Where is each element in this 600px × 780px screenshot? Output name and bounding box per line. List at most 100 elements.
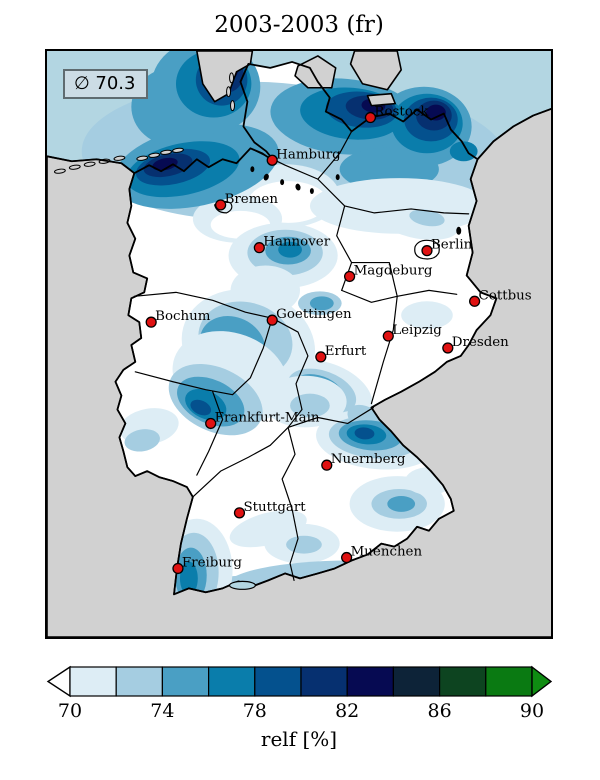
colorbar-segment xyxy=(300,666,348,697)
city-nuernberg: Nuernberg xyxy=(321,452,406,471)
contour-blob xyxy=(449,141,478,162)
city-marker xyxy=(469,295,481,307)
city-frankfurt-main: Frankfurt-Main xyxy=(205,410,320,430)
city-hamburg: Hamburg xyxy=(266,147,341,166)
dutch-coastline xyxy=(47,155,136,175)
wadden-islands xyxy=(53,72,236,174)
contour-blob xyxy=(278,241,302,258)
lakes xyxy=(228,166,462,590)
city-label: Bochum xyxy=(155,309,211,324)
island xyxy=(226,86,232,98)
colorbar-tick-82: 82 xyxy=(335,700,360,722)
colorbar-segment xyxy=(208,666,256,697)
city-label: Bremen xyxy=(225,192,279,207)
city-berlin: Berlin xyxy=(421,238,473,257)
contour-blob xyxy=(354,427,375,440)
city-marker xyxy=(266,314,278,326)
city-label: Dresden xyxy=(452,335,509,350)
city-marker xyxy=(341,551,353,564)
city-bremen: Bremen xyxy=(215,192,279,211)
colorbar-segment xyxy=(439,666,487,697)
city-erfurt: Erfurt xyxy=(315,344,367,363)
colorbar-under-arrow xyxy=(46,665,71,698)
state-boundaries xyxy=(133,130,470,581)
contour-blob xyxy=(190,399,212,416)
colorbar-axis-label: relf [%] xyxy=(260,727,338,751)
city-label: Nuernberg xyxy=(331,452,406,467)
colorbar-tick-labels: 70 74 78 82 86 90 xyxy=(45,700,553,726)
colorbar-segments xyxy=(46,665,553,698)
city-marker xyxy=(343,270,356,283)
city-marker xyxy=(266,154,278,166)
colorbar-tick-70: 70 xyxy=(57,700,83,722)
city-label: Hamburg xyxy=(276,147,341,162)
city-marker xyxy=(205,417,217,430)
colorbar-segment xyxy=(485,666,533,697)
map-axes: Rostock Hamburg Bremen Hannover Berlin Magdeb… xyxy=(45,49,553,639)
island xyxy=(229,72,235,84)
city-label: Freiburg xyxy=(182,555,242,570)
city-marker xyxy=(215,199,227,211)
island xyxy=(136,155,149,161)
colorbar-segment xyxy=(161,666,210,697)
colorbar-over-arrow xyxy=(531,665,553,698)
city-marker xyxy=(421,245,433,257)
city-label: Stuttgart xyxy=(243,500,306,515)
city-magdeburg: Magdeburg xyxy=(343,263,433,283)
colorbar-segment xyxy=(69,666,117,697)
colorbar xyxy=(46,665,553,698)
city-marker xyxy=(233,507,246,519)
contour-blob xyxy=(179,561,198,596)
city-marker xyxy=(172,562,184,575)
city-marker xyxy=(364,111,377,124)
island xyxy=(83,161,96,167)
colorbar-tick-86: 86 xyxy=(427,700,452,722)
city-label: Muenchen xyxy=(351,545,423,560)
city-marker xyxy=(253,242,265,254)
city-label: Leipzig xyxy=(392,323,442,338)
city-marker xyxy=(321,459,333,471)
contour-blob xyxy=(409,209,445,227)
city-marker xyxy=(145,316,157,328)
island xyxy=(230,100,236,112)
city-markers: Rostock Hamburg Bremen Hannover Berlin Magdeb… xyxy=(145,105,532,575)
contour-blob xyxy=(425,104,446,121)
city-label: Goettingen xyxy=(276,307,352,322)
lake-constance xyxy=(228,580,256,590)
colorbar-segment xyxy=(254,666,302,697)
colorbar-segment xyxy=(115,666,163,697)
city-marker xyxy=(442,342,454,354)
city-hannover: Hannover xyxy=(253,235,331,254)
island xyxy=(172,147,184,153)
island xyxy=(160,149,172,155)
contour-blob xyxy=(124,429,160,452)
city-freiburg: Freiburg xyxy=(172,555,242,575)
germany-border xyxy=(114,61,498,596)
city-label: Erfurt xyxy=(325,344,367,359)
city-label: Cottbus xyxy=(479,288,532,303)
city-marker xyxy=(315,351,327,363)
germany-contour-map: Rostock Hamburg Bremen Hannover Berlin Magdeb… xyxy=(47,51,551,637)
plot-title: 2003-2003 (fr) xyxy=(214,12,384,38)
polish-coastline xyxy=(476,108,551,161)
city-marker xyxy=(382,330,394,342)
city-cottbus: Cottbus xyxy=(469,288,532,307)
colorbar-segment xyxy=(392,666,441,697)
contour-blob xyxy=(229,510,307,548)
domain-mean-badge: ∅ 70.3 xyxy=(63,69,149,99)
contour-blob xyxy=(387,495,416,512)
island xyxy=(113,155,126,161)
city-label: Berlin xyxy=(431,238,473,253)
city-label: Rostock xyxy=(374,105,429,120)
contour-blob xyxy=(401,301,453,330)
colorbar-tick-90: 90 xyxy=(519,700,545,722)
island xyxy=(148,152,161,158)
contour-blob xyxy=(309,296,334,311)
city-muenchen: Muenchen xyxy=(341,545,423,564)
colorbar-tick-74: 74 xyxy=(150,700,175,722)
contour-blob xyxy=(152,157,178,171)
city-stuttgart: Stuttgart xyxy=(233,500,306,519)
city-dresden: Dresden xyxy=(442,335,509,354)
colorbar-tick-78: 78 xyxy=(242,700,267,722)
